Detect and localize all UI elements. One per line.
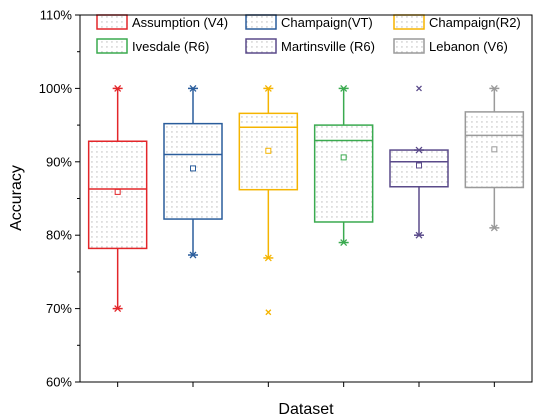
x-ticks bbox=[117, 382, 495, 387]
legend-label: Champaign(R2) bbox=[429, 15, 521, 30]
box-2 bbox=[163, 84, 223, 259]
extreme-marker bbox=[415, 146, 423, 154]
mean-marker bbox=[114, 188, 121, 195]
extreme-marker bbox=[490, 84, 498, 92]
legend-swatch bbox=[96, 38, 128, 54]
extreme-marker bbox=[264, 84, 272, 92]
legend-swatch bbox=[96, 14, 128, 30]
extreme-marker bbox=[340, 239, 348, 246]
x-axis-title: Dataset bbox=[278, 401, 334, 418]
extreme-marker bbox=[490, 224, 498, 232]
boxes bbox=[87, 84, 525, 316]
extreme-marker bbox=[189, 251, 197, 259]
mean-marker bbox=[190, 165, 196, 172]
y-tick-label: 80% bbox=[46, 228, 72, 243]
box-iqr bbox=[313, 124, 374, 223]
extreme-marker bbox=[264, 254, 272, 262]
legend-swatch bbox=[393, 38, 425, 54]
mean-marker bbox=[265, 147, 272, 154]
box-3 bbox=[238, 84, 299, 316]
legend-label: Assumption (V4) bbox=[132, 15, 228, 30]
mean-marker bbox=[340, 154, 347, 161]
legend-label: Champaign(VT) bbox=[281, 15, 373, 30]
y-tick-label: 60% bbox=[46, 375, 72, 390]
extreme-marker bbox=[189, 84, 197, 92]
y-tick-label: 70% bbox=[46, 301, 72, 316]
legend: Assumption (V4) Champaign(VT) Champaign(R2… bbox=[96, 14, 521, 54]
box-4 bbox=[313, 84, 374, 246]
legend-label: Martinsville (R6) bbox=[281, 39, 375, 54]
plot-frame bbox=[79, 14, 533, 383]
mean-marker bbox=[416, 162, 422, 169]
extreme-marker bbox=[114, 84, 122, 92]
extreme-marker bbox=[114, 305, 122, 313]
y-tick-label: 110% bbox=[40, 8, 73, 23]
box-6 bbox=[464, 84, 525, 232]
legend-swatch bbox=[245, 38, 277, 54]
axes bbox=[79, 14, 533, 383]
extreme-marker bbox=[415, 231, 423, 239]
y-axis-title: Accuracy bbox=[8, 165, 25, 231]
extreme-marker bbox=[340, 84, 348, 92]
legend-swatch bbox=[393, 14, 425, 30]
box-1 bbox=[87, 84, 148, 313]
y-tick-label: 100% bbox=[39, 81, 73, 96]
outlier-marker bbox=[265, 309, 272, 316]
mean-marker bbox=[491, 146, 498, 153]
outlier-marker bbox=[416, 85, 422, 92]
y-tick-label: 90% bbox=[46, 154, 72, 169]
box-5 bbox=[389, 85, 449, 239]
legend-label: Ivesdale (R6) bbox=[132, 39, 209, 54]
legend-label: Lebanon (V6) bbox=[429, 39, 508, 54]
legend-swatch bbox=[245, 14, 277, 30]
y-ticks: 60% 70% 80% 90% 100% 110% bbox=[39, 8, 80, 390]
